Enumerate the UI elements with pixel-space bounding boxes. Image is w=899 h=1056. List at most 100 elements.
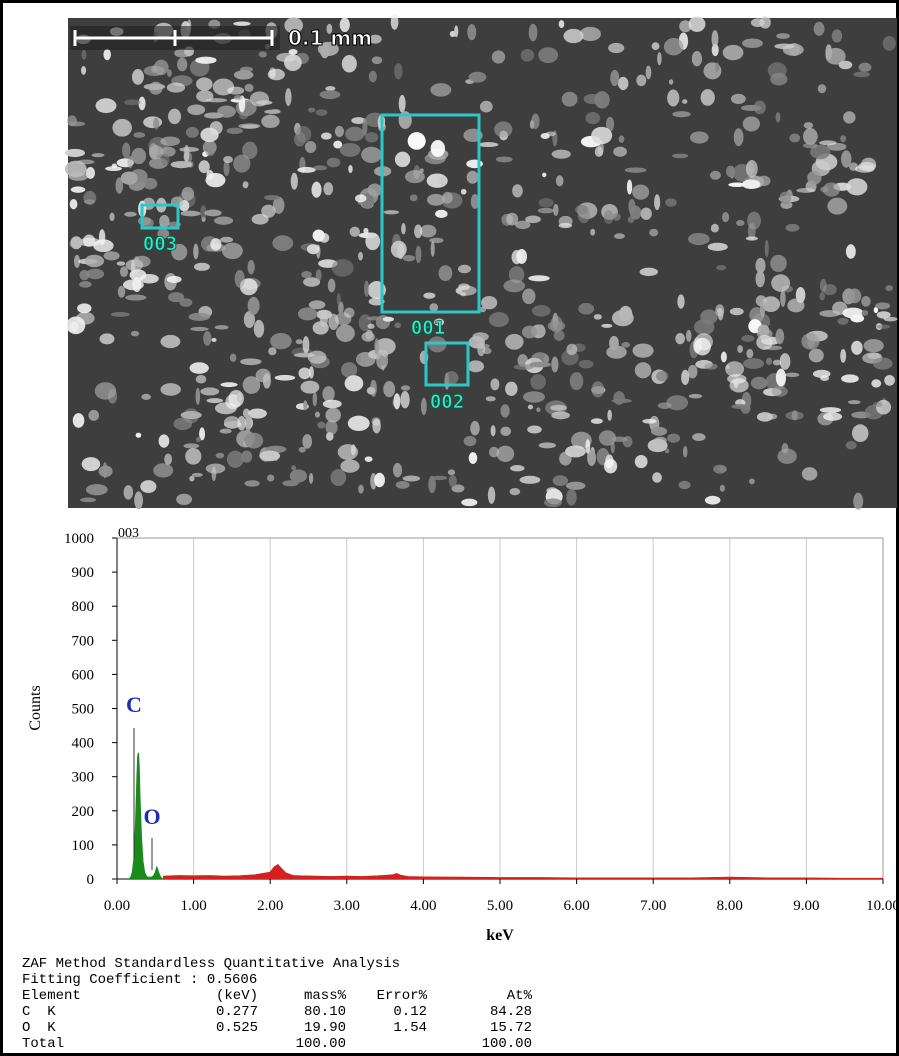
- particle: [140, 480, 156, 493]
- particle: [364, 281, 369, 297]
- particle: [669, 79, 673, 85]
- particle: [578, 303, 594, 315]
- particle: [70, 199, 78, 209]
- particle: [328, 279, 336, 293]
- particle: [846, 178, 867, 195]
- particle: [307, 244, 320, 254]
- particle: [400, 391, 409, 408]
- particle: [846, 441, 857, 449]
- sem-image: 0.1 mm003001002: [65, 15, 898, 510]
- particle: [548, 321, 566, 331]
- particle: [117, 261, 126, 265]
- particle: [566, 489, 577, 505]
- particle: [125, 295, 146, 301]
- particle: [112, 119, 132, 137]
- particle: [167, 82, 185, 92]
- particle: [665, 198, 677, 207]
- particle: [551, 356, 558, 372]
- particle: [430, 83, 451, 96]
- y-tick-label: 300: [72, 770, 95, 786]
- x-axis-label: keV: [486, 927, 514, 944]
- particle: [167, 276, 182, 283]
- particle: [539, 442, 556, 448]
- particle: [736, 220, 745, 226]
- particle: [68, 121, 85, 126]
- particle: [768, 62, 787, 79]
- particle: [705, 496, 721, 505]
- particle: [167, 69, 172, 76]
- particle: [770, 255, 787, 272]
- particle: [751, 18, 765, 27]
- particle: [285, 88, 291, 106]
- particle: [214, 216, 233, 224]
- particle: [196, 375, 207, 383]
- particle: [607, 410, 612, 421]
- particle: [206, 464, 225, 474]
- particle: [177, 58, 187, 72]
- particle: [345, 375, 364, 391]
- particle: [254, 320, 264, 338]
- particle: [456, 286, 477, 296]
- particle: [187, 104, 205, 115]
- particle: [311, 182, 321, 198]
- particle: [327, 158, 341, 168]
- particle: [627, 180, 632, 195]
- particle: [585, 439, 590, 454]
- particle: [151, 65, 157, 73]
- particle: [848, 289, 861, 304]
- particle: [182, 187, 195, 201]
- particle: [652, 42, 660, 50]
- particle: [512, 184, 523, 197]
- particle: [692, 433, 705, 441]
- particle: [384, 210, 399, 214]
- particle: [611, 399, 631, 403]
- particle: [111, 312, 130, 317]
- particle: [79, 281, 91, 288]
- particle: [858, 162, 876, 171]
- particle: [774, 43, 794, 49]
- particle: [802, 467, 818, 481]
- particle: [301, 271, 312, 278]
- particle: [488, 487, 495, 504]
- particle: [435, 210, 448, 218]
- particle: [217, 105, 236, 117]
- particle: [240, 358, 261, 365]
- particle: [180, 211, 200, 217]
- particle: [344, 308, 355, 318]
- table-cell: 19.90: [304, 1020, 346, 1036]
- x-tick-label: 1.00: [180, 898, 206, 914]
- particle: [297, 167, 316, 173]
- particle: [134, 491, 143, 509]
- particle: [614, 233, 625, 239]
- particle: [667, 90, 679, 107]
- particle: [713, 465, 726, 474]
- particle: [708, 243, 728, 251]
- particle: [396, 481, 410, 489]
- particle: [651, 427, 667, 436]
- particle: [819, 310, 840, 317]
- particle: [160, 335, 180, 348]
- particle: [427, 194, 445, 206]
- particle: [144, 83, 165, 90]
- particle: [196, 90, 213, 102]
- x-tick-label: 4.00: [410, 898, 436, 914]
- particle: [429, 238, 443, 244]
- particle: [527, 426, 542, 434]
- particle: [176, 494, 192, 505]
- particle: [633, 343, 654, 357]
- particle: [81, 66, 86, 75]
- particle: [646, 66, 652, 80]
- particle: [449, 475, 457, 487]
- particle: [367, 316, 382, 320]
- particle: [803, 128, 818, 145]
- particle: [786, 224, 800, 232]
- particle: [776, 369, 786, 387]
- particle: [66, 316, 85, 334]
- particle: [335, 126, 344, 137]
- particle: [853, 493, 863, 510]
- y-tick-label: 100: [72, 838, 95, 854]
- particle: [368, 183, 382, 196]
- particle: [296, 126, 311, 142]
- particle: [710, 171, 721, 180]
- particle: [88, 410, 99, 421]
